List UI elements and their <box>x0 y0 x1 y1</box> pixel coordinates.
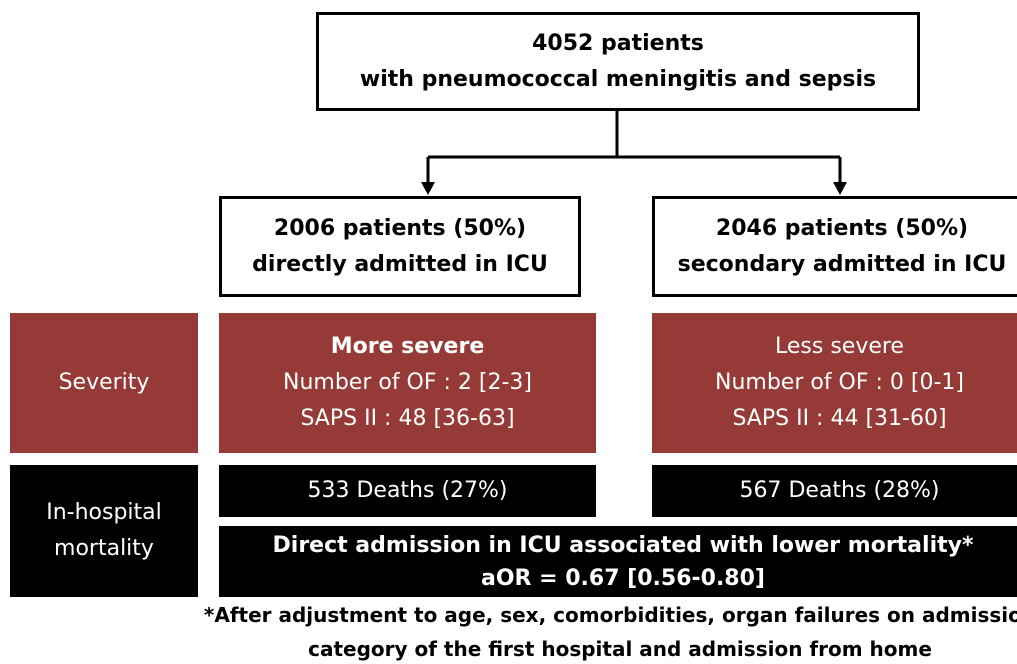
severity-line: SAPS II : 48 [36-63] <box>300 406 515 431</box>
severity-label: Severity <box>10 313 198 453</box>
left-title: 2006 patients (50%) <box>273 215 527 241</box>
right-deaths: 567 Deaths (28%) <box>652 465 1017 517</box>
deaths-text: 533 Deaths (27%) <box>307 478 508 503</box>
conclusion-line: aOR = 0.67 [0.56-0.80] <box>481 565 765 591</box>
label-text: mortality <box>54 536 154 561</box>
conclusion-line: Direct admission in ICU associated with … <box>272 532 974 558</box>
arrowhead <box>833 182 847 195</box>
mortality-label: In-hospital mortality <box>10 465 198 597</box>
severity-line: Less severe <box>775 334 904 359</box>
severity-line: Number of OF : 2 [2-3] <box>282 370 533 395</box>
top-line: with pneumococcal meningitis and sepsis <box>359 66 877 92</box>
left-deaths: 533 Deaths (27%) <box>219 465 596 517</box>
severity-line: Number of OF : 0 [0-1] <box>714 370 965 395</box>
right-severity: Less severe Number of OF : 0 [0-1] SAPS … <box>652 313 1017 453</box>
top-line: 4052 patients <box>532 30 704 56</box>
footnote: *After adjustment to age, sex, comorbidi… <box>203 603 1017 627</box>
deaths-text: 567 Deaths (28%) <box>739 478 940 503</box>
left-severity: More severe Number of OF : 2 [2-3] SAPS … <box>219 313 596 453</box>
left-title: directly admitted in ICU <box>252 251 548 277</box>
conclusion-box: Direct admission in ICU associated with … <box>219 526 1017 597</box>
arrowhead <box>421 182 435 195</box>
severity-line: SAPS II : 44 [31-60] <box>732 406 947 431</box>
footnote: category of the first hospital and admis… <box>308 637 932 661</box>
right-title: 2046 patients (50%) <box>715 215 969 241</box>
label-text: Severity <box>58 370 150 395</box>
top-box: 4052 patients with pneumococcal meningit… <box>316 12 920 111</box>
left-box: 2006 patients (50%) directly admitted in… <box>219 196 581 297</box>
right-box: 2046 patients (50%) secondary admitted i… <box>652 196 1017 297</box>
label-text: In-hospital <box>46 500 162 525</box>
right-title: secondary admitted in ICU <box>677 251 1007 277</box>
severity-line: More severe <box>330 334 485 359</box>
